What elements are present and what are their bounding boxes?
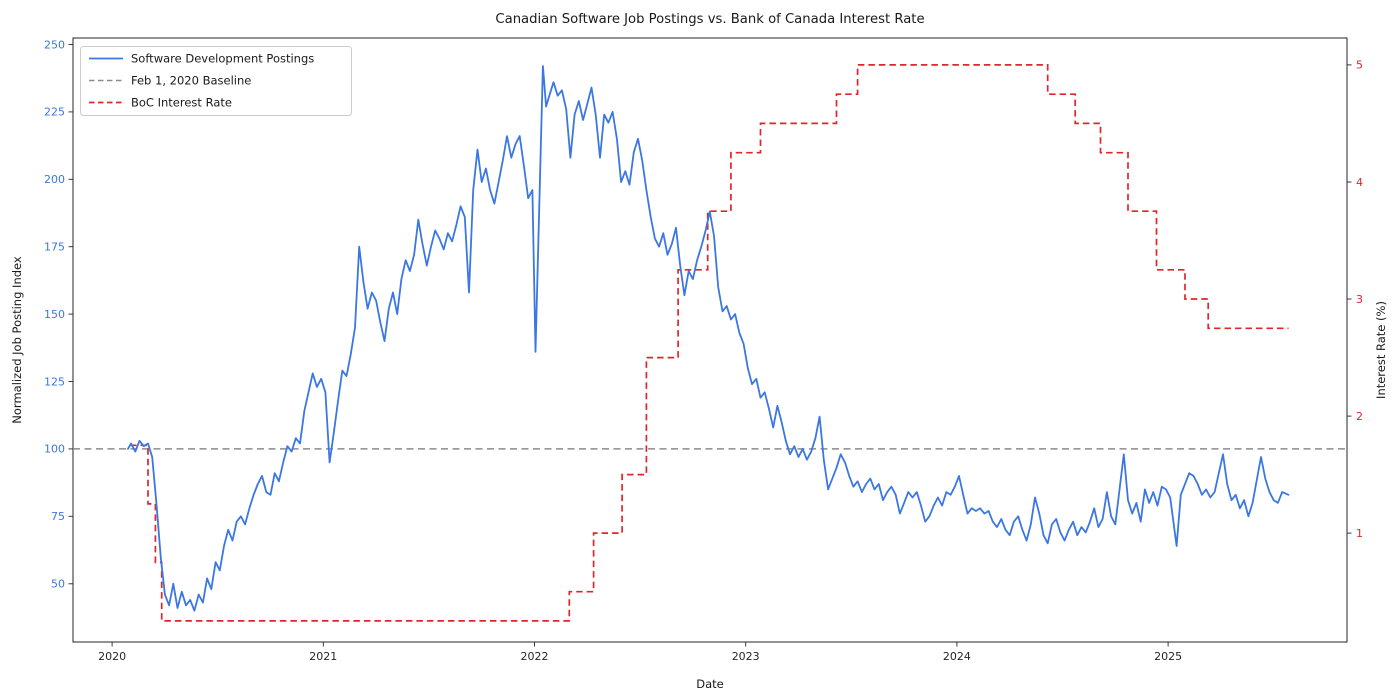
legend-label-baseline: Feb 1, 2020 Baseline (131, 74, 251, 88)
left-axis-label: Normalized Job Posting Index (10, 256, 24, 424)
rate-line (130, 64, 1289, 622)
left-tick-label: 200 (44, 173, 65, 186)
left-tick-label: 75 (51, 510, 65, 523)
left-tick-label: 150 (44, 308, 65, 321)
left-tick-label: 250 (44, 38, 65, 51)
legend: Software Development Postings Feb 1, 202… (80, 46, 352, 116)
right-tick-label: 2 (1356, 410, 1363, 423)
left-tick-label: 175 (44, 241, 65, 254)
left-axis-ticks: 50 75 100 125 150 175 200 225 250 (44, 38, 73, 591)
legend-box (80, 46, 352, 116)
right-tick-label: 3 (1356, 293, 1363, 306)
left-tick-label: 100 (44, 443, 65, 456)
x-tick-label: 2025 (1154, 650, 1182, 663)
x-tick-label: 2020 (98, 650, 126, 663)
x-tick-label: 2021 (309, 650, 337, 663)
left-tick-label: 50 (51, 578, 65, 591)
right-axis-ticks: 1 2 3 4 5 (1347, 59, 1363, 540)
chart-title: Canadian Software Job Postings vs. Bank … (495, 12, 924, 27)
legend-label-rate: BoC Interest Rate (131, 96, 232, 110)
x-tick-label: 2023 (732, 650, 760, 663)
right-axis-label: Interest Rate (%) (1374, 301, 1388, 399)
plot-border (72, 37, 1348, 643)
left-tick-label: 225 (44, 106, 65, 119)
right-tick-label: 5 (1356, 59, 1363, 72)
x-axis-ticks: 2020 2021 2022 2023 2024 2025 (98, 642, 1182, 663)
left-tick-label: 125 (44, 375, 65, 388)
right-tick-label: 4 (1356, 176, 1363, 189)
x-axis-label: Date (696, 677, 724, 691)
postings-line (127, 65, 1290, 612)
right-tick-label: 1 (1356, 527, 1363, 540)
x-tick-label: 2022 (521, 650, 549, 663)
legend-label-postings: Software Development Postings (131, 52, 314, 66)
x-tick-label: 2024 (943, 650, 971, 663)
